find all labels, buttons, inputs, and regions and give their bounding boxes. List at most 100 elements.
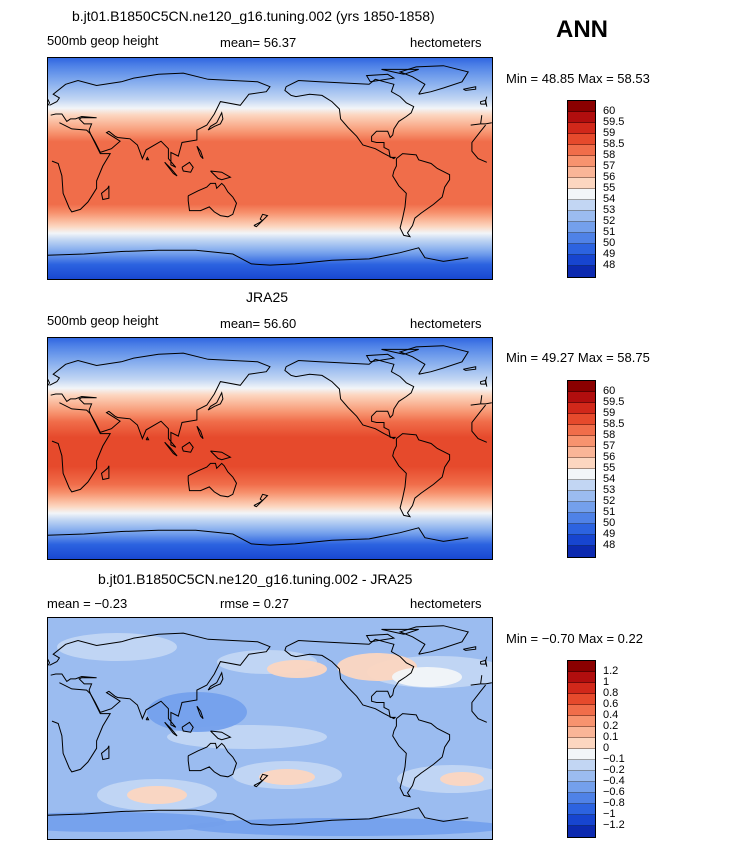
- coastline: [398, 625, 469, 655]
- colorbar-tick-label: 59: [603, 127, 616, 139]
- coastline: [196, 425, 204, 439]
- panel-3-minmax: Min = −0.70 Max = 0.22: [506, 631, 643, 646]
- colorbar-tick-label: 49: [603, 248, 616, 260]
- colorbar-tick-label: −0.6: [603, 786, 625, 798]
- colorbar-tick-label: 0.8: [603, 687, 619, 699]
- panel-3-map: [47, 617, 493, 840]
- coastline: [187, 182, 238, 218]
- coastline: [164, 721, 178, 737]
- colorbar-swatch: [568, 414, 595, 425]
- contour-region: [47, 812, 227, 832]
- colorbar-swatch: [568, 727, 595, 738]
- colorbar-tick-label: −0.2: [603, 764, 625, 776]
- map-frame: [47, 617, 493, 840]
- coastline: [381, 628, 419, 635]
- colorbar-swatch: [568, 222, 595, 233]
- coastline: [207, 391, 224, 411]
- coastline: [181, 441, 194, 453]
- coastline: [463, 366, 477, 371]
- colorbar-tick-label: 51: [603, 506, 616, 518]
- coastline: [259, 213, 269, 222]
- colorbar-swatch: [568, 513, 595, 524]
- panel-3-units: hectometers: [410, 596, 482, 611]
- colorbar-tick-label: 59.5: [603, 396, 625, 408]
- colorbar-swatch: [568, 749, 595, 760]
- panel-2-map: [47, 337, 493, 560]
- panel-2-units: hectometers: [410, 316, 482, 331]
- colorbar-swatch: [568, 381, 595, 392]
- colorbar-swatch: [568, 672, 595, 683]
- colorbar-tick-label: −0.1: [603, 753, 625, 765]
- colorbar-tick-label: 53: [603, 204, 616, 216]
- map-frame: [47, 337, 493, 560]
- colorbar-swatch: [568, 436, 595, 447]
- colorbar-tick-label: 58.5: [603, 418, 625, 430]
- colorbar-tick-label: 52: [603, 215, 616, 227]
- colorbar-tick-label: 48: [603, 539, 616, 551]
- colorbar-swatch: [568, 101, 595, 112]
- panel-3-rmse: rmse = 0.27: [220, 596, 290, 611]
- colorbar-swatch: [568, 793, 595, 804]
- coastline: [100, 745, 110, 761]
- contour-region: [127, 786, 187, 804]
- panel-3-mean: mean = −0.23: [47, 596, 128, 611]
- panel-2-title: JRA25: [246, 289, 289, 305]
- season-label: ANN: [556, 16, 608, 43]
- colorbar-swatch: [568, 760, 595, 771]
- colorbar-tick-label: 54: [603, 473, 616, 485]
- coastline: [49, 632, 492, 728]
- contour-region: [187, 818, 493, 836]
- coastline: [100, 465, 110, 481]
- panel-1-map: [47, 57, 493, 280]
- colorbar-tick-label: 56: [603, 171, 616, 183]
- coastline: [463, 86, 477, 91]
- contour-region: [259, 769, 315, 785]
- colorbar-tick-label: −1: [603, 808, 616, 820]
- coastline: [284, 358, 415, 440]
- coastline: [47, 527, 469, 546]
- coastline: [392, 153, 451, 238]
- panel-2-mean: mean= 56.60: [220, 316, 297, 331]
- colorbar-tick-label: 0.4: [603, 709, 619, 721]
- coastline: [207, 671, 224, 691]
- colorbar-swatch: [568, 782, 595, 793]
- coastline: [47, 807, 469, 826]
- colorbar-tick-label: 49: [603, 528, 616, 540]
- colorbar-swatch: [568, 694, 595, 705]
- colorbar-swatch: [568, 145, 595, 156]
- coastline: [196, 145, 204, 159]
- colorbar-swatch: [568, 189, 595, 200]
- colorbar-tick-label: −1.2: [603, 819, 625, 831]
- panel-2-colorbar: [567, 380, 596, 558]
- coastline: [480, 659, 487, 665]
- contour-region: [57, 633, 177, 661]
- coastline: [480, 379, 487, 385]
- coastline: [365, 633, 396, 643]
- colorbar-swatch: [568, 112, 595, 123]
- panel-3-title: b.jt01.B1850C5CN.ne120_g16.tuning.002 - …: [98, 571, 413, 587]
- coastline: [284, 638, 415, 720]
- colorbar-tick-label: 60: [603, 385, 616, 397]
- colorbar-swatch: [568, 804, 595, 815]
- colorbar-tick-label: 0.6: [603, 698, 619, 710]
- colorbar-swatch: [568, 480, 595, 491]
- colorbar-swatch: [568, 200, 595, 211]
- colorbar-tick-label: 50: [603, 517, 616, 529]
- colorbar-swatch: [568, 447, 595, 458]
- coastline: [365, 73, 396, 83]
- colorbar-tick-label: 51: [603, 226, 616, 238]
- colorbar-tick-label: −0.8: [603, 797, 625, 809]
- panel-2-minmax: Min = 49.27 Max = 58.75: [506, 350, 650, 365]
- colorbar-tick-label: 54: [603, 193, 616, 205]
- coastline: [253, 500, 263, 508]
- colorbar-swatch: [568, 403, 595, 414]
- colorbar-swatch: [568, 738, 595, 749]
- colorbar-tick-label: 48: [603, 259, 616, 271]
- panel-1-variable: 500mb geop height: [47, 33, 159, 48]
- colorbar-swatch: [568, 826, 595, 837]
- colorbar-swatch: [568, 469, 595, 480]
- coastline: [181, 721, 194, 733]
- colorbar-swatch: [568, 123, 595, 134]
- colorbar-tick-label: 58: [603, 429, 616, 441]
- colorbar-swatch: [568, 425, 595, 436]
